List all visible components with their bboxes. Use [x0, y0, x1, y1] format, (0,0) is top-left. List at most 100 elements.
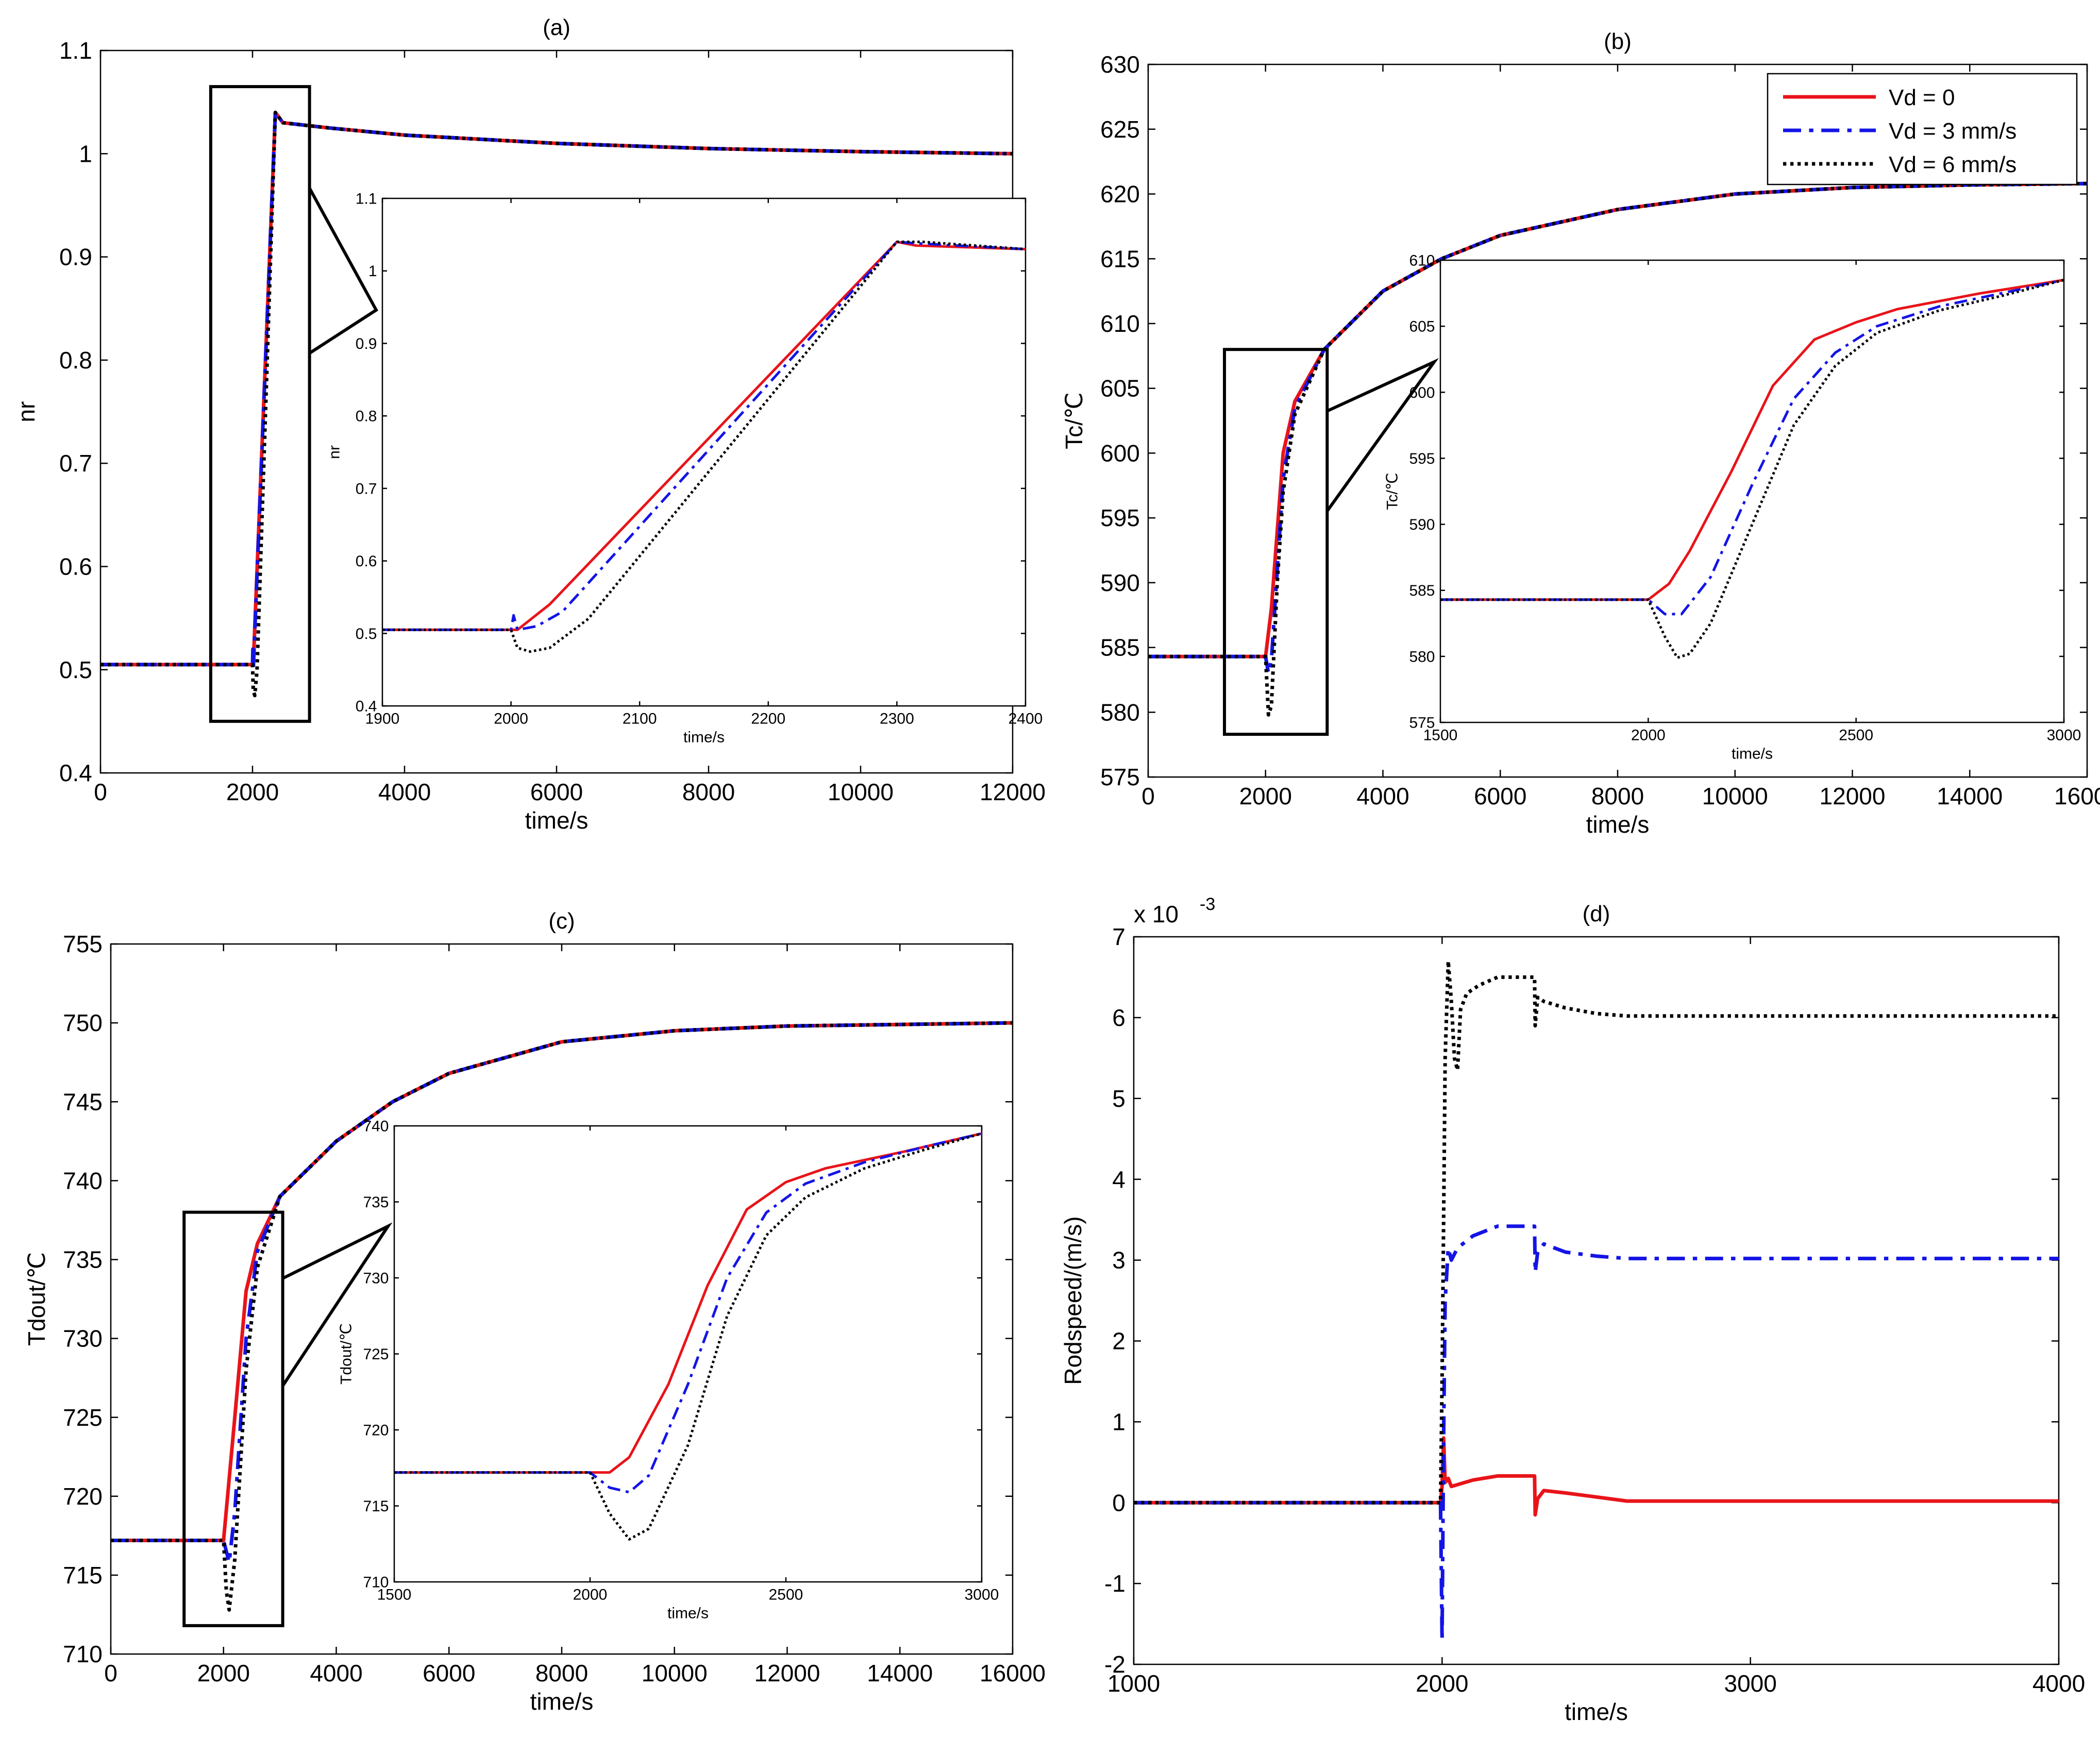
panel-b-xtick-label: 4000 [1356, 783, 1409, 810]
panel-b-title: (b) [1604, 29, 1632, 54]
panel-b-inset-series-line-vd0 [1440, 278, 2064, 601]
panel-a-inset-ytick-label: 1.1 [356, 191, 377, 208]
legend-label-1: Vd = 3 mm/s [1889, 119, 2017, 144]
panel-a-ytick-label: 0.6 [59, 553, 92, 580]
panel-b-xtick-label: 6000 [1474, 783, 1526, 810]
panel-b-inset-plot-frame [1439, 259, 2065, 723]
panel-b-inset-ytick-label: 585 [1409, 582, 1435, 599]
panel-a-inset-ytick-label: 0.5 [356, 626, 377, 643]
panel-c-inset-xtick-label: 2500 [769, 1587, 803, 1604]
panel-c-inset-ytick-label: 715 [363, 1498, 389, 1515]
panel-a-xtick-label: 8000 [682, 779, 735, 805]
panel-b-ytick-label: 595 [1100, 504, 1140, 531]
panel-c-inset-xlabel: time/s [667, 1605, 709, 1622]
panel-c-inset-ytick-label: 730 [363, 1270, 389, 1287]
panel-c-ytick-label: 720 [63, 1483, 103, 1510]
panel-d-series-line-vd3 [1134, 1224, 2059, 1642]
panel-c-series-group [111, 1021, 1013, 1612]
panel-b-series-group [1148, 181, 2087, 717]
panel-c-zoom-callout [281, 1222, 393, 1387]
panel-c-inset-xtick-label: 3000 [965, 1587, 999, 1604]
panel-b-inset-ytick-label: 595 [1409, 450, 1435, 467]
panel-c-inset-xtick-label: 2000 [573, 1587, 608, 1604]
panel-a-inset-xtick-label: 1900 [365, 711, 400, 728]
panel-b-ytick-label: 605 [1100, 375, 1140, 402]
panel-d-xtick-label: 3000 [1724, 1670, 1776, 1697]
panel-c-inset-series-group [394, 1132, 982, 1541]
panel-a-ytick-label: 0.7 [59, 450, 92, 477]
panel-a-series-group [100, 110, 1013, 698]
panel-b-inset-ytick-label: 575 [1409, 715, 1435, 732]
panel-c-ytick-label: 710 [63, 1641, 103, 1667]
panel-b-xtick-label: 0 [1141, 783, 1155, 810]
panel-a-ytick-label: 0.4 [59, 760, 92, 786]
panel-c-inset-series-line-vd3 [394, 1132, 982, 1494]
panel-c-title: (c) [548, 908, 575, 934]
panel-b-inset-xtick-label: 1500 [1423, 727, 1458, 744]
chart-panel-d: 1000 2000 3000 4000 -2 -1 0 1 2 3 4 5 6 7 time/s Rodspe… [1060, 895, 2085, 1725]
panel-a-zoom-box [209, 85, 311, 723]
panel-b-ytick-label: 600 [1100, 440, 1140, 466]
legend: Vd = 0 Vd = 3 mm/s Vd = 6 mm/s [1767, 73, 2078, 185]
legend-frame [1767, 73, 2078, 185]
panel-b-inset-series-group [1440, 278, 2064, 659]
panel-b-xlabel: time/s [1586, 811, 1650, 838]
panel-b-ytick-label: 625 [1100, 116, 1140, 143]
panel-a-xlabel: time/s [525, 807, 589, 834]
panel-b-ytick-label: 615 [1100, 245, 1140, 272]
panel-a-ytick-label: 1 [79, 140, 92, 167]
panel-d-y-multiplier-exponent: -3 [1200, 895, 1215, 914]
panel-a-inset-xlabel: time/s [683, 729, 725, 746]
panel-c-inset-xtick-label: 1500 [377, 1587, 412, 1604]
panel-c-zoom-box [182, 1210, 284, 1627]
panel-c-inset-series-line-vd0 [394, 1132, 982, 1474]
panel-c-xtick-label: 2000 [197, 1660, 250, 1687]
panel-c-ytick-label: 755 [63, 931, 103, 957]
panel-c-ytick-label: 745 [63, 1088, 103, 1115]
panel-d-y-multiplier: x 10 [1134, 901, 1179, 927]
panel-b-inset-series-line-vd6 [1440, 278, 2064, 659]
panel-c-ytick-label: 735 [63, 1246, 103, 1273]
panel-c-ytick-label: 740 [63, 1167, 103, 1194]
legend-label-0: Vd = 0 [1889, 85, 1955, 110]
panel-b-inset-ylabel: Tc/℃ [1384, 473, 1401, 510]
chart-panel-a: 0 2000 4000 6000 8000 10000 120000.40.50.60.70… [13, 15, 1046, 834]
panel-b-ytick-label: 585 [1100, 634, 1140, 661]
chart-panel-c: 0 2000 4000 6000 8000 10000 12000 14000 16000 710… [23, 908, 1046, 1715]
panel-b-inset-ytick-label: 580 [1409, 648, 1435, 665]
panel-a-xtick-label: 12000 [980, 779, 1046, 805]
panel-b-inset-xtick-label: 2000 [1631, 727, 1666, 744]
panel-a-ytick-label: 1.1 [59, 37, 92, 64]
panel-b-xtick-label: 10000 [1702, 783, 1768, 810]
panel-a-xtick-label: 6000 [530, 779, 583, 805]
panel-d-ytick-label: -2 [1104, 1651, 1125, 1678]
panel-d-plot-frame [1133, 936, 2060, 1665]
panel-c-ytick-label: 715 [63, 1562, 103, 1589]
panel-a-title: (a) [543, 15, 570, 40]
panel-b-series-line-vd3 [1148, 181, 2087, 676]
panel-a-series-line-vd6 [100, 110, 1013, 698]
panel-d-ytick-label: 6 [1112, 1004, 1125, 1031]
panel-c-xtick-label: 0 [104, 1660, 117, 1687]
panel-d-xtick-label: 1000 [1107, 1670, 1160, 1697]
panel-c-inset: 1500 2000 2500 3000 710 715 720 725 730 735 740 tim… [338, 1118, 999, 1622]
panel-d-ytick-label: 2 [1112, 1328, 1125, 1355]
panel-b-xtick-label: 2000 [1239, 783, 1292, 810]
panel-c-inset-series-line-vd6 [394, 1132, 982, 1541]
panel-a-ytick-label: 0.5 [59, 656, 92, 683]
panel-b-inset-xtick-label: 3000 [2047, 727, 2081, 744]
panel-d-ytick-label: 7 [1112, 923, 1125, 950]
panel-b-ytick-label: 610 [1100, 310, 1140, 337]
panel-c-inset-ytick-label: 710 [363, 1574, 389, 1591]
panel-a-inset-plot-frame [381, 197, 1027, 707]
panel-d-xtick-label: 2000 [1416, 1670, 1468, 1697]
panel-b-ytick-label: 630 [1100, 51, 1140, 78]
panel-c-xtick-label: 12000 [754, 1660, 820, 1687]
panel-a-ylabel: nr [13, 401, 40, 423]
panel-c-xtick-label: 4000 [310, 1660, 362, 1687]
panel-c-ytick-label: 730 [63, 1325, 103, 1352]
panel-b-ylabel: Tc/℃ [1061, 392, 1087, 449]
panel-b-xtick-label: 8000 [1591, 783, 1644, 810]
panel-c-ytick-label: 750 [63, 1009, 103, 1036]
panel-c-xtick-label: 10000 [642, 1660, 708, 1687]
